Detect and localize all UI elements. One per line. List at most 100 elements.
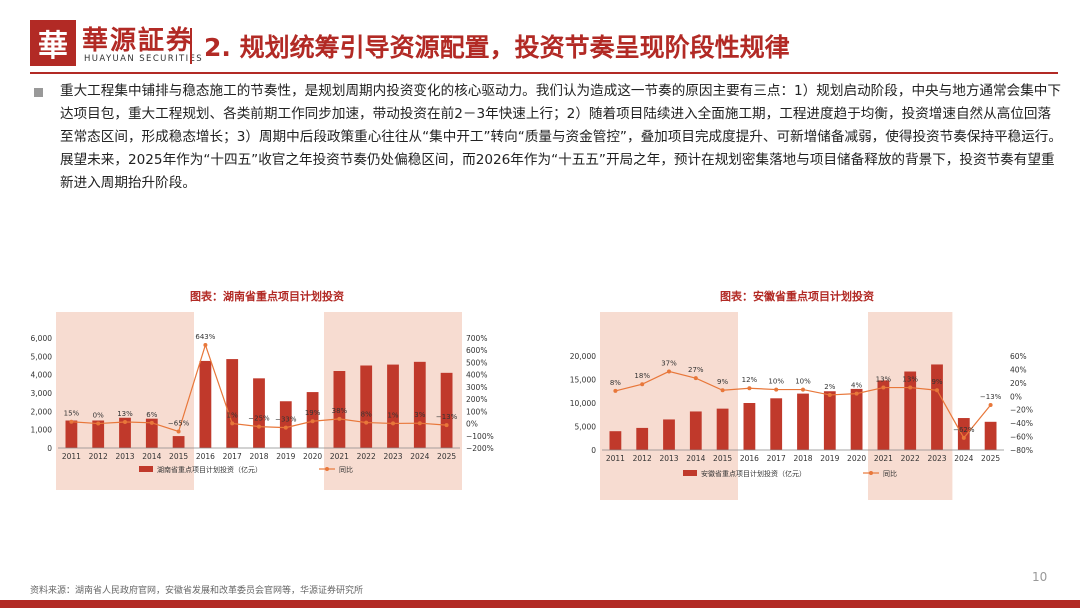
yoy-point bbox=[203, 342, 208, 347]
y-right-tick-label: 20% bbox=[1010, 379, 1027, 388]
x-tick-label: 2020 bbox=[847, 454, 866, 463]
x-tick-label: 2025 bbox=[981, 454, 1000, 463]
bar bbox=[823, 391, 836, 450]
yoy-data-label: 10% bbox=[768, 378, 784, 386]
footer-bar bbox=[0, 600, 1080, 608]
chart-title-hunan: 图表：湖南省重点项目计划投资 bbox=[190, 290, 344, 303]
legend-line-label: 同比 bbox=[339, 465, 353, 474]
body-paragraph: 重大工程集中铺排与稳态施工的节奏性，是规划周期内投资变化的核心驱动力。我们认为造… bbox=[60, 83, 1062, 191]
chart-hunan: 0 1,000 2,000 3,000 4,000 5,000 6,000 −200% −100… bbox=[31, 312, 494, 490]
yoy-data-label: 19% bbox=[305, 409, 321, 417]
legend-line-marker bbox=[325, 467, 329, 471]
yoy-data-label: 4% bbox=[851, 382, 862, 390]
bar bbox=[797, 393, 809, 450]
yoy-data-label: 12% bbox=[742, 376, 758, 384]
yoy-data-label: −13% bbox=[980, 393, 1002, 401]
y-left-tick-label: 2,000 bbox=[31, 407, 53, 416]
bar bbox=[387, 364, 399, 448]
y-left-tick-label: 4,000 bbox=[31, 371, 53, 380]
yoy-point bbox=[935, 388, 939, 393]
yoy-point bbox=[961, 435, 966, 440]
y-right-tick-label: −80% bbox=[1010, 446, 1033, 455]
x-tick-label: 2024 bbox=[410, 452, 429, 461]
yoy-point bbox=[613, 388, 618, 393]
yoy-data-label: 38% bbox=[332, 407, 348, 415]
company-name-en: HUAYUAN SECURITIES bbox=[84, 54, 204, 64]
bar bbox=[145, 418, 158, 448]
yoy-point bbox=[310, 419, 315, 424]
yoy-data-label: 18% bbox=[634, 372, 650, 380]
highlight-panel bbox=[600, 312, 738, 500]
yoy-data-label: 27% bbox=[688, 366, 704, 374]
x-tick-label: 2019 bbox=[820, 454, 839, 463]
x-tick-label: 2015 bbox=[169, 452, 188, 461]
x-tick-label: 2018 bbox=[793, 454, 812, 463]
bar bbox=[770, 398, 783, 450]
x-tick-label: 2012 bbox=[633, 454, 652, 463]
x-tick-label: 2024 bbox=[954, 454, 973, 463]
yoy-data-label: 643% bbox=[195, 333, 215, 341]
yoy-point bbox=[337, 416, 342, 421]
x-tick-label: 2013 bbox=[659, 454, 678, 463]
y-right-tick-label: −200% bbox=[466, 444, 494, 453]
yoy-data-label: 13% bbox=[117, 410, 133, 418]
yoy-data-label: 13% bbox=[902, 376, 918, 384]
bar bbox=[663, 419, 675, 450]
y-left-tick-label: 10,000 bbox=[570, 399, 596, 408]
yoy-point bbox=[854, 391, 859, 396]
chart-anhui: 0 5,000 10,000 15,000 20,000 −80% −60% −40% −20%… bbox=[570, 312, 1033, 500]
yoy-point bbox=[988, 403, 993, 408]
yoy-point bbox=[747, 386, 752, 391]
yoy-point bbox=[720, 388, 725, 393]
y-left-tick-label: 0 bbox=[47, 444, 52, 453]
y-left-tick-label: 0 bbox=[591, 446, 596, 455]
yoy-point bbox=[908, 385, 913, 390]
y-right-tick-label: 600% bbox=[466, 346, 487, 355]
y-right-tick-label: 40% bbox=[1010, 365, 1027, 374]
y-left-tick-label: 5,000 bbox=[31, 352, 53, 361]
x-tick-label: 2021 bbox=[874, 454, 893, 463]
y-right-tick-label: 400% bbox=[466, 371, 487, 380]
yoy-point bbox=[774, 387, 779, 392]
yoy-point bbox=[801, 387, 805, 392]
yoy-data-label: −13% bbox=[436, 413, 458, 421]
y-right-tick-label: −60% bbox=[1010, 433, 1033, 442]
yoy-point bbox=[667, 369, 671, 374]
y-right-tick-label: 500% bbox=[466, 358, 487, 367]
x-tick-label: 2014 bbox=[686, 454, 705, 463]
bar bbox=[636, 427, 649, 450]
x-tick-label: 2015 bbox=[713, 454, 732, 463]
chart-title-anhui: 图表：安徽省重点项目计划投资 bbox=[720, 290, 874, 303]
yoy-point bbox=[230, 421, 235, 426]
bar bbox=[413, 361, 426, 448]
bar bbox=[689, 411, 702, 450]
bar bbox=[904, 371, 917, 450]
x-tick-label: 2017 bbox=[223, 452, 242, 461]
yoy-data-label: 8% bbox=[610, 379, 621, 387]
yoy-point bbox=[640, 382, 645, 387]
x-tick-label: 2022 bbox=[357, 452, 376, 461]
yoy-point bbox=[417, 421, 422, 426]
y-right-tick-label: 0% bbox=[466, 420, 478, 429]
x-tick-label: 2021 bbox=[330, 452, 349, 461]
x-tick-label: 2012 bbox=[89, 452, 108, 461]
yoy-point bbox=[176, 429, 181, 434]
x-tick-label: 2011 bbox=[606, 454, 625, 463]
bullet-square-icon bbox=[34, 88, 43, 97]
x-tick-label: 2023 bbox=[383, 452, 402, 461]
legend-line-marker bbox=[869, 471, 873, 475]
y-right-tick-label: 60% bbox=[1010, 352, 1027, 361]
y-left-tick-label: 3,000 bbox=[31, 389, 53, 398]
page-number: 10 bbox=[1032, 570, 1048, 584]
yoy-data-label: −33% bbox=[275, 416, 297, 424]
yoy-data-label: 3% bbox=[414, 411, 425, 419]
legend-bar-swatch bbox=[683, 470, 697, 476]
x-tick-label: 2023 bbox=[927, 454, 946, 463]
y-right-tick-label: −100% bbox=[466, 432, 494, 441]
y-right-tick-label: 300% bbox=[466, 383, 487, 392]
bar bbox=[333, 371, 346, 448]
yoy-point bbox=[827, 392, 832, 397]
yoy-point bbox=[69, 419, 74, 424]
yoy-data-label: 15% bbox=[64, 410, 80, 418]
y-left-tick-label: 15,000 bbox=[570, 376, 596, 385]
